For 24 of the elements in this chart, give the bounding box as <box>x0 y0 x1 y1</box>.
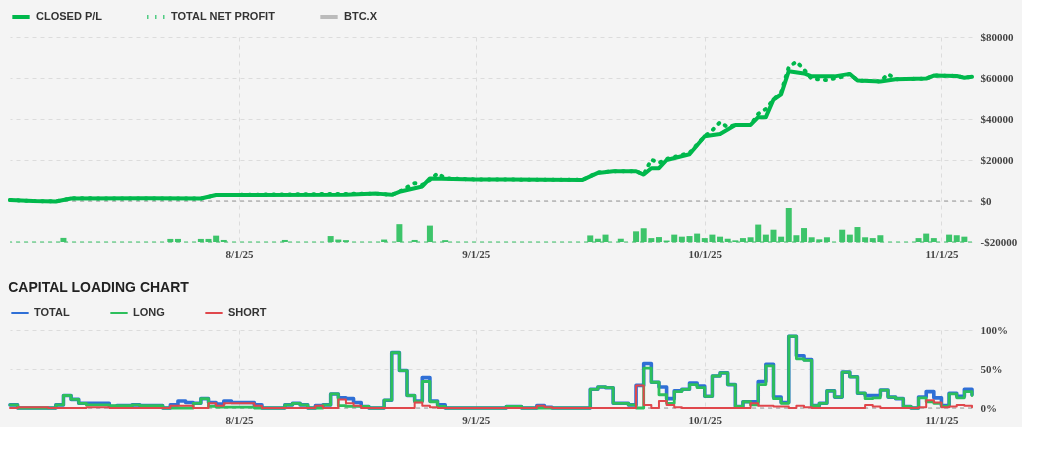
legend-label: SHORT <box>228 306 267 318</box>
y-tick-label: 100% <box>980 323 1008 336</box>
y-tick-label: -$20000 <box>980 235 1018 248</box>
x-tick-label: 10/1/25 <box>688 413 723 426</box>
y-tick-label: $40000 <box>980 112 1014 125</box>
legend-label: LONG <box>133 306 165 318</box>
y-tick-label: 50% <box>980 362 1003 375</box>
legend-label: CLOSED P/L <box>36 10 103 22</box>
y-tick-label: $80000 <box>980 30 1014 43</box>
y-tick-label: 0% <box>980 401 997 414</box>
x-tick-label: 11/1/25 <box>925 247 959 260</box>
x-tick-label: 9/1/25 <box>462 413 491 426</box>
legend-label: BTC.X <box>344 10 378 22</box>
y-tick-label: $60000 <box>980 71 1014 84</box>
chart-title: CAPITAL LOADING CHART <box>8 279 190 295</box>
x-tick-label: 11/1/25 <box>925 413 959 426</box>
x-tick-label: 9/1/25 <box>462 247 491 260</box>
legend-label: TOTAL <box>34 306 70 318</box>
y-tick-label: $20000 <box>980 153 1014 166</box>
y-tick-label: $0 <box>980 194 992 207</box>
x-tick-label: 10/1/25 <box>688 247 723 260</box>
legend-label: TOTAL NET PROFIT <box>171 10 276 22</box>
x-tick-label: 8/1/25 <box>225 413 255 426</box>
x-tick-label: 8/1/25 <box>225 247 255 260</box>
